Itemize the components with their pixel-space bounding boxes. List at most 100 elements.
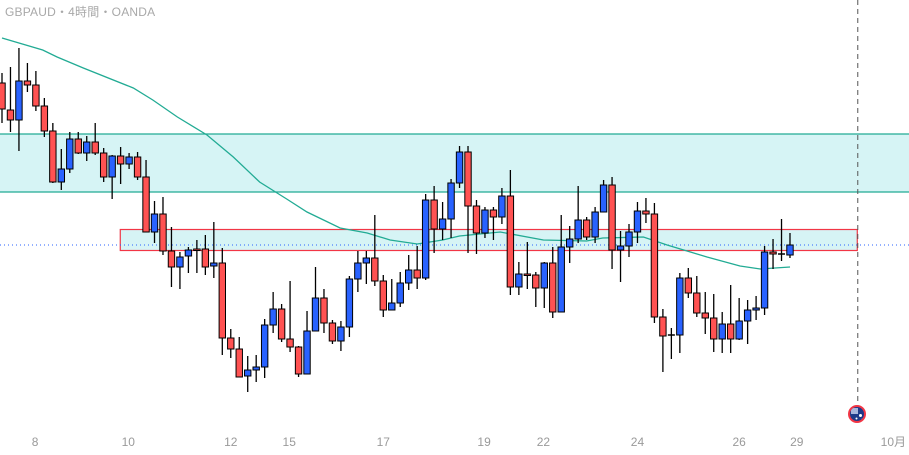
red-box-zone[interactable] xyxy=(119,229,858,250)
candle-body xyxy=(294,346,303,375)
candle-body xyxy=(66,138,74,170)
candle xyxy=(15,48,23,151)
candle xyxy=(413,246,421,289)
candle xyxy=(193,240,201,273)
candle-body xyxy=(91,141,99,154)
candle-body xyxy=(6,109,15,121)
candle xyxy=(116,147,125,184)
candle-body xyxy=(659,316,667,337)
candle-body xyxy=(99,152,108,178)
price-line-layer xyxy=(0,0,909,405)
candles-layer xyxy=(0,48,794,392)
candle-body xyxy=(447,182,455,220)
candle xyxy=(6,67,15,132)
candle xyxy=(472,200,481,254)
candle-body xyxy=(184,249,193,257)
candle-body xyxy=(354,262,362,280)
candle-body xyxy=(210,262,218,267)
candle xyxy=(159,197,167,255)
candle-body xyxy=(532,274,540,289)
candle-body xyxy=(710,317,718,340)
candle xyxy=(405,255,413,290)
candle-body xyxy=(472,205,481,234)
x-tick-label: 10月 xyxy=(881,435,906,449)
candle-body xyxy=(218,262,226,339)
candle xyxy=(464,146,472,253)
candle xyxy=(125,153,133,169)
candle xyxy=(650,203,659,323)
candle xyxy=(752,296,760,320)
candle xyxy=(532,272,540,307)
candle xyxy=(676,273,684,353)
candle-body xyxy=(642,210,650,215)
x-tick-label: 22 xyxy=(537,435,551,449)
candle-body xyxy=(40,105,49,132)
candle-body xyxy=(201,248,210,268)
candle xyxy=(591,207,599,243)
candle-body xyxy=(608,184,616,251)
candle xyxy=(345,276,354,337)
candle xyxy=(515,262,523,295)
x-tick-label: 12 xyxy=(224,435,238,449)
candle xyxy=(489,207,498,240)
candle-body xyxy=(650,213,659,318)
candle xyxy=(523,242,532,289)
candle xyxy=(260,319,269,378)
candle-body xyxy=(311,297,320,332)
candle xyxy=(218,248,226,355)
candle-body xyxy=(193,248,201,251)
candle xyxy=(642,198,650,223)
candle xyxy=(778,219,786,261)
candle-body xyxy=(125,156,133,165)
candle xyxy=(269,292,277,333)
australia-flag-icon[interactable] xyxy=(848,405,866,423)
candle xyxy=(625,224,633,257)
candle-body xyxy=(269,308,277,326)
candle-body xyxy=(557,246,565,313)
candle-body xyxy=(498,195,506,218)
candle-body xyxy=(421,199,430,279)
candle xyxy=(743,300,752,344)
candle xyxy=(83,136,91,161)
x-tick-label: 29 xyxy=(790,435,804,449)
candle xyxy=(294,346,303,377)
candle xyxy=(633,202,642,243)
candle-body xyxy=(244,369,252,377)
candle-body xyxy=(430,199,438,230)
candle-body xyxy=(150,213,159,233)
candle xyxy=(760,246,769,315)
candle xyxy=(167,227,176,287)
candle xyxy=(133,152,142,180)
candle-body xyxy=(74,138,82,154)
symbol-title: GBPAUD・4時間・OANDA xyxy=(5,5,156,19)
candle xyxy=(49,123,57,183)
candle-body xyxy=(752,307,760,311)
x-tick-label: 24 xyxy=(631,435,645,449)
candle xyxy=(210,222,218,278)
candle xyxy=(142,160,150,233)
candle xyxy=(277,304,286,342)
x-axis: 8 10 12 15 17 19 22 24 26 29 10月 xyxy=(32,435,906,449)
candle-body xyxy=(769,251,777,255)
candle xyxy=(184,247,193,273)
candle xyxy=(379,275,387,317)
candle xyxy=(430,186,438,253)
candle-body xyxy=(684,277,693,294)
candle-body xyxy=(83,141,91,154)
candle-body xyxy=(489,209,498,218)
candle-body xyxy=(718,323,726,340)
resistance-zone[interactable] xyxy=(0,134,909,192)
candle-body xyxy=(15,80,23,121)
candle xyxy=(91,123,99,155)
candle-body xyxy=(591,211,599,238)
red-zone-border xyxy=(119,228,858,252)
candle xyxy=(227,329,235,358)
candle-body xyxy=(337,326,345,342)
candle xyxy=(23,63,32,92)
candle-body xyxy=(413,269,421,279)
candle-body xyxy=(286,338,294,348)
candle-body xyxy=(142,176,150,233)
candle-body xyxy=(362,257,371,264)
x-tick-label: 26 xyxy=(732,435,746,449)
